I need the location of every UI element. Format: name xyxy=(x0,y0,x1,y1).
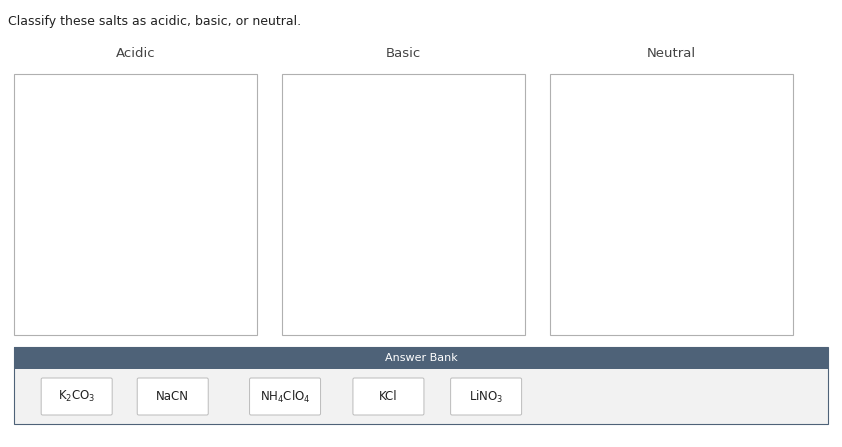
FancyBboxPatch shape xyxy=(550,74,793,335)
FancyBboxPatch shape xyxy=(14,347,828,369)
Text: NaCN: NaCN xyxy=(157,390,189,403)
Text: NH$_4$ClO$_4$: NH$_4$ClO$_4$ xyxy=(260,388,311,405)
FancyBboxPatch shape xyxy=(249,378,321,415)
FancyBboxPatch shape xyxy=(14,347,828,424)
Text: LiNO$_3$: LiNO$_3$ xyxy=(469,388,504,405)
FancyBboxPatch shape xyxy=(353,378,424,415)
FancyBboxPatch shape xyxy=(282,74,525,335)
FancyBboxPatch shape xyxy=(14,74,257,335)
Text: Classify these salts as acidic, basic, or neutral.: Classify these salts as acidic, basic, o… xyxy=(8,15,301,28)
Text: KCl: KCl xyxy=(379,390,397,403)
Text: K$_2$CO$_3$: K$_2$CO$_3$ xyxy=(58,389,95,404)
FancyBboxPatch shape xyxy=(450,378,522,415)
Text: Basic: Basic xyxy=(386,47,421,60)
Text: Acidic: Acidic xyxy=(115,47,155,60)
Text: Answer Bank: Answer Bank xyxy=(385,353,457,363)
FancyBboxPatch shape xyxy=(137,378,208,415)
FancyBboxPatch shape xyxy=(41,378,112,415)
Text: Neutral: Neutral xyxy=(647,47,696,60)
